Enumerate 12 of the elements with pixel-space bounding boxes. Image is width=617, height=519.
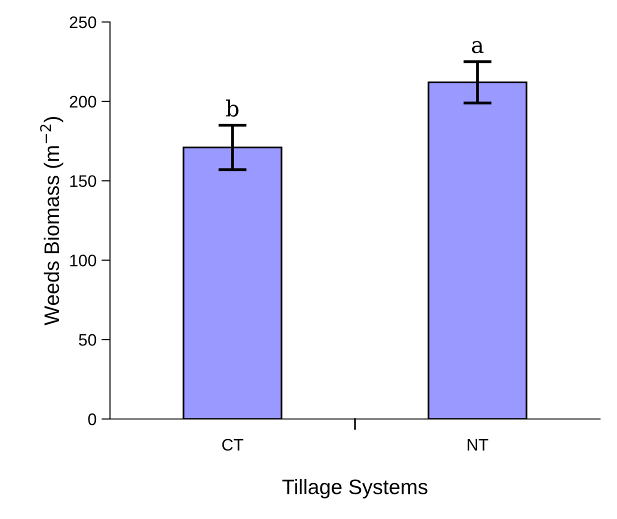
x-tick-label: CT — [222, 438, 244, 451]
x-tick-label: NT — [468, 439, 488, 451]
annotation: b — [226, 100, 238, 117]
y-axis-title: Weeds Biomass (m$^{−2}$) — [40, 116, 64, 326]
y-tick-label: 150 — [70, 175, 96, 188]
y-tick-label: 50 — [78, 334, 96, 346]
y-tick-label: 0 — [88, 413, 96, 426]
y-tick-label: 250 — [70, 16, 96, 28]
x-axis-title: Tillage Systems — [282, 478, 428, 498]
annotation: a — [472, 41, 484, 54]
y-tick-label: 200 — [70, 96, 96, 108]
y-tick-label: 100 — [70, 254, 96, 266]
